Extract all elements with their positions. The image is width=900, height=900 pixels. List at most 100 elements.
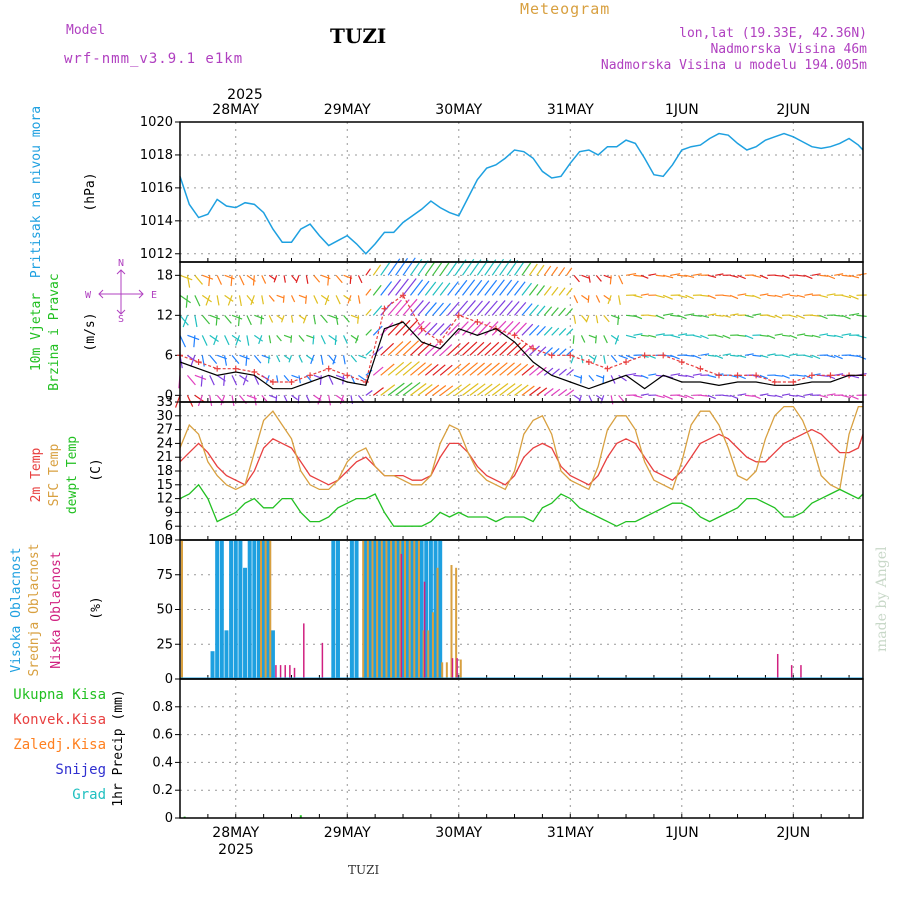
wind-arrow (372, 325, 383, 336)
wind-arrow (197, 395, 203, 407)
wind-arrow (254, 314, 265, 320)
wind-arrow (588, 395, 593, 403)
wind-arrow (491, 362, 508, 376)
year-bottom: 2025 (218, 842, 254, 858)
gust-marker (790, 379, 797, 385)
wind-arrow (484, 362, 500, 376)
compass-rose: N S W E (85, 258, 157, 325)
wind-arrow (298, 355, 303, 363)
wind-arrow (410, 300, 424, 316)
wind-arrow (417, 260, 429, 276)
wind-arrow (588, 334, 597, 339)
wind-arrow (833, 354, 843, 360)
wind-arrow (811, 273, 821, 276)
high-cloud-bar (247, 540, 252, 679)
wind-arrow (685, 374, 695, 379)
wind-arrow (722, 314, 731, 318)
wind-arrow (387, 299, 402, 316)
wind-arrow (804, 293, 813, 296)
wind-arrow (320, 314, 328, 324)
station-title: TUZI (330, 24, 386, 48)
wind-arrow (551, 347, 560, 356)
product-title: Meteogram (520, 0, 610, 18)
gust-marker (455, 312, 462, 319)
mid-cloud-bar (427, 630, 430, 679)
wind-arrow (521, 262, 532, 276)
wind-arrow (417, 301, 431, 316)
wind-arrow (796, 294, 806, 298)
compass-s: S (118, 314, 124, 325)
wind-arrow (655, 294, 665, 299)
high-cloud-bar (373, 540, 378, 679)
wind-arrow (678, 274, 688, 277)
wind-arrow (469, 279, 483, 296)
bottom-date-label: 31MAY (547, 825, 594, 841)
gust-marker (530, 345, 537, 352)
y-tick-label: 0 (165, 811, 173, 826)
compass-e: E (151, 290, 157, 301)
wind-arrow (179, 294, 191, 304)
wind-arrow (380, 384, 396, 396)
wind-arrow (678, 374, 688, 377)
high-cloud-bar (261, 540, 266, 679)
wind-arrow (245, 355, 248, 366)
wind-arrow (402, 381, 421, 396)
wind-arrow (349, 275, 352, 285)
wind-arrow (811, 334, 821, 339)
high-cloud-bar (210, 651, 215, 679)
wind-arrow (410, 382, 427, 396)
y-tick-label: 25 (156, 637, 173, 652)
wind-arrow (789, 334, 798, 339)
wind-arrow (342, 355, 346, 365)
wind-arrow (409, 279, 424, 296)
bottom-date-label: 1JUN (665, 825, 699, 841)
gust-marker (697, 365, 704, 372)
wind-arrow (239, 374, 249, 382)
y-tick-label: 0.8 (152, 700, 173, 715)
wind-arrow (596, 374, 604, 379)
high-cloud-bar (252, 540, 257, 679)
gust-marker (753, 372, 760, 379)
wind-arrow (499, 362, 515, 376)
wind-arrow (841, 314, 851, 320)
wind-arrow (424, 384, 440, 396)
wind-arrow (395, 319, 411, 336)
wind-arrow (499, 300, 513, 316)
wind-arrow (298, 294, 307, 299)
wind-arrow (313, 295, 319, 304)
wind-arrow (190, 355, 196, 367)
precip-bar (299, 815, 302, 818)
wind-arrow (327, 275, 330, 286)
wind-arrow (572, 335, 575, 344)
wind-arrow (484, 341, 500, 356)
wind-arrow (700, 334, 709, 340)
wind-arrow (201, 335, 208, 346)
wind-arrow (454, 321, 469, 336)
mid-cloud-label: Srednja Oblacnost (27, 543, 42, 676)
wind-arrow (402, 340, 420, 356)
wind-arrow (238, 275, 245, 286)
wind-arrow (231, 375, 238, 386)
wind-arrow (439, 282, 451, 296)
wind-arrow (476, 300, 491, 316)
wind-arrow (685, 394, 694, 400)
y-tick-label: 12 (156, 308, 173, 323)
wind-arrow (707, 274, 717, 278)
high-cloud-bar (335, 540, 340, 679)
wind-arrow (558, 287, 566, 296)
high-cloud-bar (233, 540, 238, 679)
wind-arrow (462, 320, 477, 336)
wind-arrow (670, 373, 681, 376)
top-date-label: 29MAY (324, 102, 371, 118)
wind-arrow (782, 334, 791, 337)
wind-arrow (276, 314, 284, 321)
wind-arrow (730, 354, 739, 357)
gust-marker (381, 305, 388, 312)
wind-arrow (603, 335, 608, 344)
wind-arrow (752, 274, 762, 279)
top-date-label: 2JUN (776, 102, 810, 118)
wind-arrow (365, 268, 371, 276)
wind-arrow (242, 375, 248, 386)
wind-arrow (358, 374, 366, 381)
